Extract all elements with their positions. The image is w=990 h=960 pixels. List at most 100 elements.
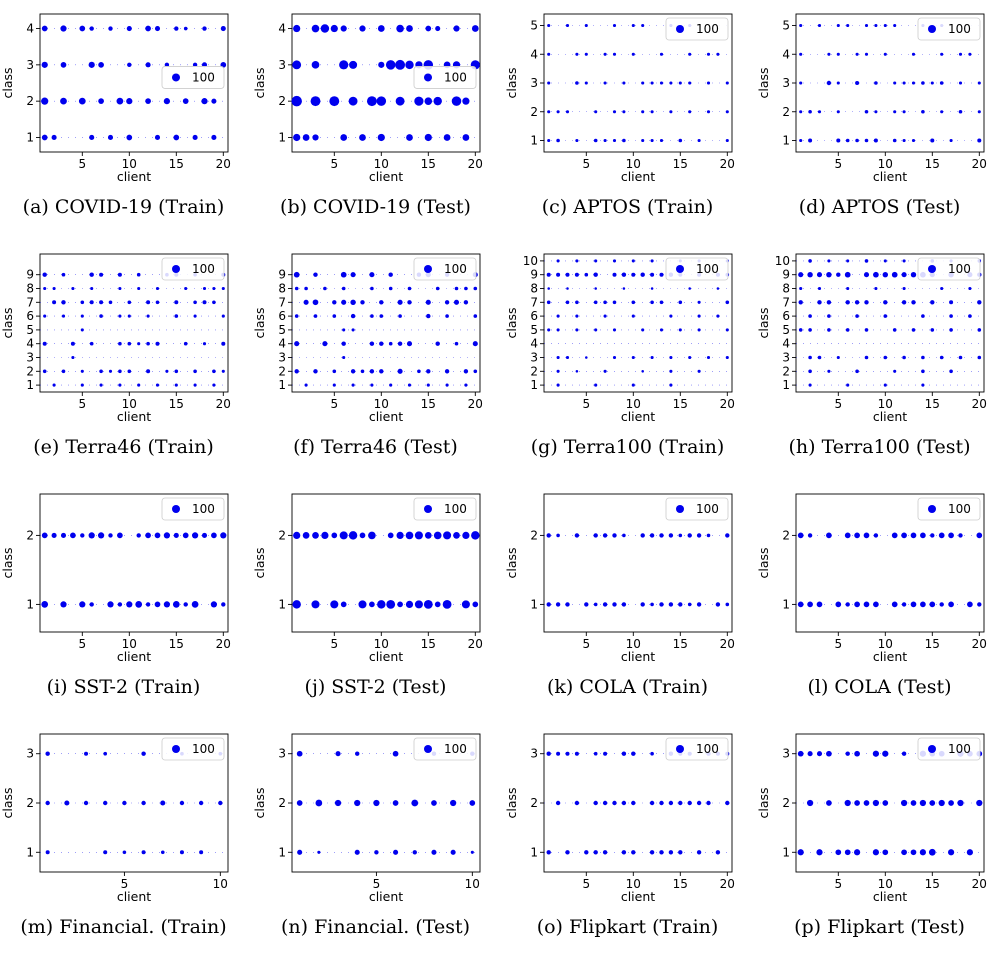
data-point bbox=[808, 369, 812, 374]
data-point bbox=[118, 369, 122, 374]
data-point bbox=[212, 300, 216, 305]
data-point bbox=[302, 134, 310, 141]
legend-marker bbox=[172, 265, 180, 273]
data-point bbox=[797, 750, 804, 757]
data-point bbox=[221, 602, 226, 607]
data-point bbox=[470, 850, 474, 854]
data-point bbox=[697, 300, 701, 304]
data-point bbox=[641, 328, 645, 332]
data-point bbox=[864, 109, 869, 114]
data-point bbox=[602, 533, 608, 538]
legend-marker bbox=[676, 265, 684, 273]
data-point bbox=[424, 532, 432, 539]
data-point bbox=[929, 800, 936, 806]
data-point bbox=[901, 272, 907, 278]
data-point bbox=[453, 532, 460, 539]
data-point bbox=[136, 533, 141, 538]
y-axis-label: class bbox=[252, 307, 267, 338]
y-tick-label: 5 bbox=[782, 323, 790, 337]
data-point bbox=[902, 81, 906, 85]
y-tick-label: 7 bbox=[782, 295, 790, 309]
data-point bbox=[293, 271, 300, 278]
data-point bbox=[640, 272, 645, 277]
data-point bbox=[556, 751, 561, 756]
data-point bbox=[659, 602, 664, 607]
data-point bbox=[817, 23, 822, 28]
data-point bbox=[893, 81, 897, 85]
chart-panel-11: 5 10 15 20 1 2 client class 100 (k) COLA (Train) bbox=[504, 480, 751, 720]
data-point bbox=[546, 602, 551, 607]
data-point bbox=[348, 96, 358, 106]
data-point bbox=[622, 138, 626, 143]
data-point bbox=[575, 314, 579, 318]
x-tick-label: 15 bbox=[169, 397, 184, 411]
data-point bbox=[641, 23, 645, 28]
data-point bbox=[89, 341, 94, 346]
legend: 100 bbox=[413, 497, 477, 521]
data-point bbox=[211, 98, 217, 104]
legend-label: 100 bbox=[696, 262, 719, 276]
legend: 100 bbox=[161, 497, 225, 521]
data-point bbox=[376, 96, 387, 106]
scatter-plot: 5 10 15 20 1 2 3 4 5 client class 100 bbox=[504, 13, 735, 184]
x-axis-label: client bbox=[873, 889, 907, 904]
data-point bbox=[584, 272, 589, 277]
x-tick-label: 5 bbox=[121, 877, 129, 891]
y-tick-label: 3 bbox=[278, 747, 286, 761]
data-point bbox=[593, 602, 598, 607]
data-point bbox=[836, 81, 840, 85]
data-point bbox=[948, 800, 954, 806]
data-point bbox=[725, 602, 730, 607]
data-point bbox=[612, 138, 617, 143]
data-point bbox=[602, 850, 608, 855]
data-point bbox=[621, 850, 627, 855]
data-point bbox=[341, 299, 347, 305]
data-point bbox=[949, 369, 953, 374]
data-point bbox=[659, 850, 664, 855]
data-point bbox=[302, 532, 310, 539]
data-point bbox=[154, 134, 161, 141]
data-point bbox=[808, 314, 812, 318]
data-point bbox=[864, 138, 869, 143]
data-point bbox=[706, 110, 711, 114]
data-point bbox=[725, 110, 729, 114]
subfigure-caption: (a) COVID-19 (Train) bbox=[22, 196, 225, 218]
data-point bbox=[602, 800, 608, 806]
y-tick-label: 6 bbox=[26, 309, 34, 323]
x-axis-label: client bbox=[117, 169, 151, 184]
y-tick-label: 9 bbox=[26, 268, 34, 282]
x-tick-label: 15 bbox=[925, 877, 940, 891]
chart-panel-15: 5 10 15 20 1 2 3 client class 100 (o) Flipkart (Tr… bbox=[504, 720, 751, 960]
axes-frame bbox=[543, 253, 733, 393]
data-point bbox=[650, 300, 654, 305]
data-point bbox=[473, 286, 478, 291]
data-point bbox=[958, 533, 963, 538]
data-point bbox=[221, 341, 226, 346]
data-point bbox=[797, 532, 804, 539]
data-point bbox=[61, 272, 66, 277]
y-tick-label: 3 bbox=[26, 58, 34, 72]
data-point bbox=[808, 383, 812, 387]
data-point bbox=[892, 328, 897, 332]
legend: 100 bbox=[161, 737, 225, 761]
data-point bbox=[650, 110, 654, 114]
data-point bbox=[193, 383, 197, 387]
data-point bbox=[565, 272, 570, 277]
scatter-plot: 5 10 15 20 1 2 3 4 5 client class 100 bbox=[756, 13, 987, 184]
data-point bbox=[855, 52, 859, 56]
x-tick-label: 10 bbox=[626, 877, 641, 891]
data-point bbox=[678, 81, 682, 85]
data-point bbox=[321, 531, 329, 539]
legend: 100 bbox=[665, 497, 729, 521]
subfigure-caption: (n) Financial. (Test) bbox=[280, 916, 471, 938]
data-point bbox=[940, 286, 944, 291]
data-point bbox=[78, 97, 86, 105]
data-point bbox=[706, 533, 711, 538]
data-point bbox=[863, 800, 870, 806]
data-point bbox=[442, 599, 452, 609]
y-tick-label: 9 bbox=[782, 268, 790, 282]
y-tick-label: 1 bbox=[278, 378, 286, 392]
data-point bbox=[864, 52, 869, 56]
data-point bbox=[118, 314, 122, 318]
data-point bbox=[405, 531, 414, 540]
